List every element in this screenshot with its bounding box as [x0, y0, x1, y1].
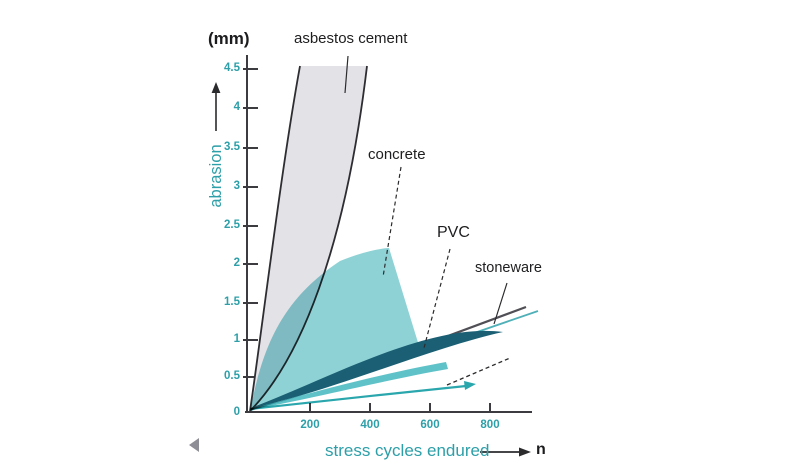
y-tick-label: 1.5 — [224, 296, 240, 308]
y-axis-arrow-icon — [211, 82, 221, 131]
asbestos-leader-line — [344, 55, 349, 94]
x-tick-label: 800 — [480, 419, 500, 431]
y-tick-label: 3 — [233, 180, 240, 192]
dashed-extension-line — [446, 357, 511, 386]
pvc-lens — [251, 330, 503, 408]
lower-teal-curve — [249, 381, 476, 411]
label-pvc: PVC — [437, 224, 470, 241]
x-tick-label: 400 — [360, 419, 380, 431]
x-tick-label: 600 — [420, 419, 440, 431]
y-axis-ticks — [243, 68, 258, 378]
previous-slide-icon[interactable] — [189, 438, 199, 452]
y-tick-label: 4 — [233, 101, 240, 113]
x-tick-label: 200 — [300, 419, 320, 431]
concrete-region — [250, 248, 420, 411]
y-tick-label: 2.5 — [224, 219, 240, 231]
x-axis-arrow-icon — [480, 447, 531, 457]
y-tick-label: 4.5 — [224, 62, 240, 74]
axes — [243, 55, 532, 413]
y-tick-label: 1 — [233, 333, 240, 345]
label-asbestos-cement: asbestos cement — [294, 30, 408, 47]
y-tick-label: 0 — [233, 406, 240, 418]
stoneware-leader-line — [493, 282, 508, 325]
label-stoneware: stoneware — [475, 260, 542, 276]
y-tick-label: 2 — [233, 257, 240, 269]
x-axis-symbol: n — [536, 441, 546, 458]
x-axis-ticks — [309, 403, 491, 413]
y-tick-label: 0.5 — [224, 370, 240, 382]
concrete-leader-line — [382, 166, 402, 278]
x-axis-title: stress cycles endured — [325, 441, 490, 460]
label-concrete: concrete — [368, 146, 426, 163]
y-axis-unit: (mm) — [208, 29, 250, 48]
leader-lines — [344, 55, 508, 349]
pvc-leader-line — [423, 248, 451, 349]
y-tick-label: 3.5 — [224, 141, 240, 153]
lower-teal-wedge — [250, 362, 448, 410]
